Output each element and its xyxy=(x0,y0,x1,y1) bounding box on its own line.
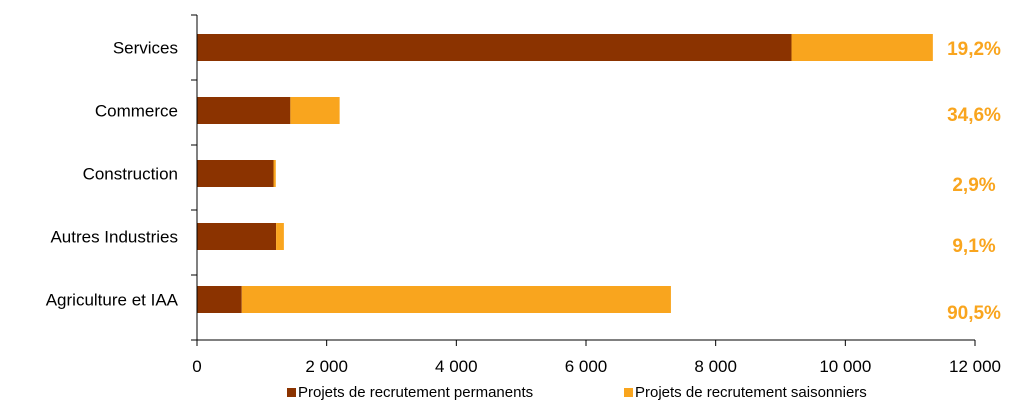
x-tick-label: 12 000 xyxy=(949,357,1001,376)
x-tick-label: 4 000 xyxy=(435,357,478,376)
axes-layer xyxy=(191,14,976,346)
x-tick-label: 0 xyxy=(192,357,201,376)
share-labels: 19,2% 34,6% 2,9% 9,1% 90,5% xyxy=(947,39,1001,324)
legend-swatch-saisonniers xyxy=(624,388,633,397)
x-tick-labels: 0 2 000 4 000 6 000 8 000 10 000 12 000 xyxy=(192,357,1001,376)
x-tick-label: 8 000 xyxy=(694,357,737,376)
category-label: Agriculture et IAA xyxy=(46,291,179,310)
bar-saisonniers-0 xyxy=(791,34,933,61)
x-tick-label: 10 000 xyxy=(819,357,871,376)
legend: Projets de recrutement permanents Projets… xyxy=(287,384,867,401)
bars-layer xyxy=(197,34,933,313)
bar-saisonniers-2 xyxy=(273,160,276,187)
category-label: Services xyxy=(113,39,178,58)
legend-swatch-permanents xyxy=(287,388,296,397)
legend-label-permanents: Projets de recrutement permanents xyxy=(298,384,533,401)
bar-permanents-2 xyxy=(197,160,274,187)
bar-permanents-4 xyxy=(197,286,242,313)
share-label: 19,2% xyxy=(947,39,1001,60)
category-label: Autres Industries xyxy=(50,228,178,247)
bar-saisonniers-3 xyxy=(276,223,284,250)
share-label: 2,9% xyxy=(952,175,995,196)
bar-permanents-0 xyxy=(197,34,792,61)
x-tick-label: 6 000 xyxy=(565,357,608,376)
share-label: 9,1% xyxy=(952,236,995,257)
share-label: 34,6% xyxy=(947,105,1001,126)
category-label: Commerce xyxy=(95,102,178,121)
legend-label-saisonniers: Projets de recrutement saisonniers xyxy=(635,384,867,401)
category-labels: Services Commerce Construction Autres Indus… xyxy=(46,39,179,310)
bar-saisonniers-1 xyxy=(290,97,340,124)
bar-permanents-3 xyxy=(197,223,277,250)
x-tick-label: 2 000 xyxy=(305,357,348,376)
share-label: 90,5% xyxy=(947,303,1001,324)
bar-permanents-1 xyxy=(197,97,291,124)
bar-saisonniers-4 xyxy=(241,286,671,313)
category-label: Construction xyxy=(83,165,178,184)
